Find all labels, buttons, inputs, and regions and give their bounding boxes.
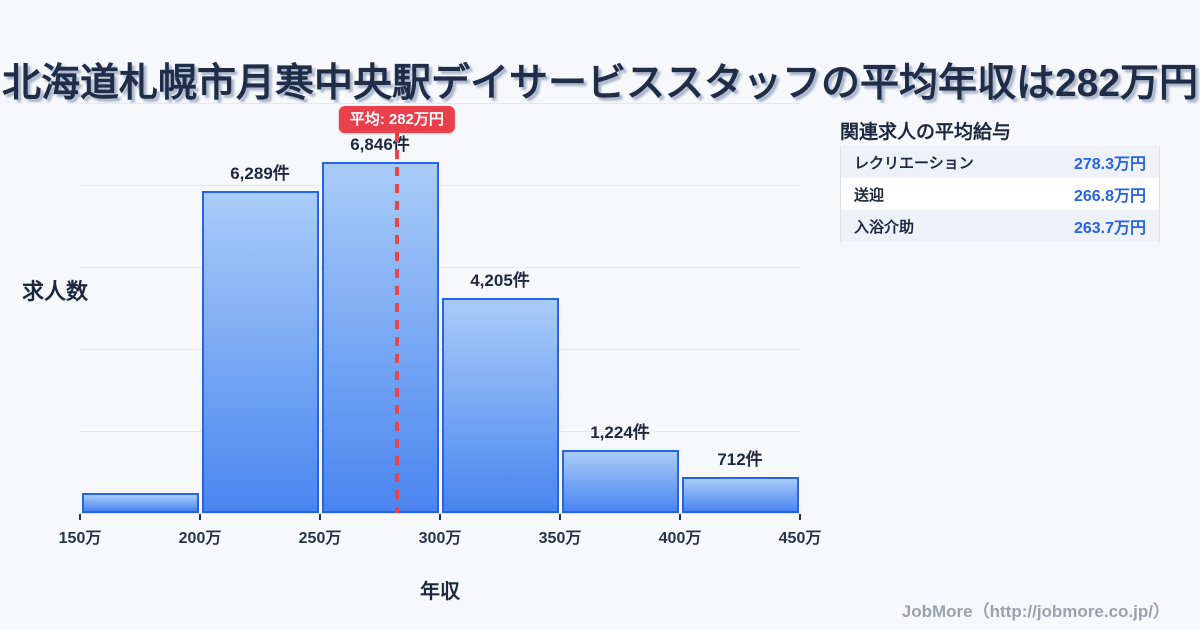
- axis-tick: [199, 514, 201, 520]
- axis-tick-label: 250万: [298, 530, 342, 547]
- bar-value-label: 712件: [717, 449, 763, 469]
- bar-value-label: 4,205件: [470, 270, 530, 290]
- axis-tick-label: 400万: [658, 530, 702, 547]
- x-axis-label: 年収: [420, 581, 460, 603]
- job-salary-value: 263.7万円: [1073, 220, 1146, 237]
- axis-tick: [559, 514, 561, 520]
- table-row: 入浴介助 263.7万円: [841, 210, 1159, 242]
- axis-tick: [319, 514, 321, 520]
- job-salary-value: 278.3万円: [1073, 156, 1146, 173]
- axis-tick: [679, 514, 681, 520]
- gridline: [80, 349, 800, 350]
- axis-tick-label: 450万: [778, 530, 822, 547]
- job-salary-value: 266.8万円: [1073, 188, 1146, 205]
- gridline: [80, 185, 800, 186]
- job-category-label: 入浴介助: [854, 218, 915, 236]
- axis-tick-label: 350万: [538, 530, 582, 547]
- table-row: 送迎 266.8万円: [841, 178, 1159, 210]
- credit-text: JobMore（http://jobmore.co.jp/）: [901, 602, 1170, 621]
- histogram-bar: [81, 492, 199, 513]
- mean-badge: 平均: 282万円: [338, 106, 455, 133]
- gridline: [80, 431, 800, 432]
- bar-value-label: 6,289件: [230, 163, 290, 183]
- x-axis-line: [80, 513, 800, 514]
- job-category-label: レクリエーション: [854, 154, 974, 172]
- histogram-bar: [201, 190, 319, 513]
- bar-value-label: 6,846件: [350, 135, 410, 155]
- axis-tick-label: 300万: [418, 530, 462, 547]
- gridline: [80, 267, 800, 268]
- page-title: 北海道札幌市月寒中央駅デイサービススタッフの平均年収は282万円: [1, 62, 1199, 106]
- axis-tick: [439, 514, 441, 520]
- table-row: レクリエーション 278.3万円: [841, 146, 1159, 178]
- axis-tick-label: 200万: [178, 530, 222, 547]
- related-jobs-table: レクリエーション 278.3万円送迎 266.8万円入浴介助 263.7万円: [840, 146, 1160, 242]
- axis-tick: [799, 514, 801, 520]
- histogram-bar: [681, 476, 799, 513]
- job-category-label: 送迎: [854, 186, 885, 204]
- y-axis-label: 求人数: [22, 279, 89, 304]
- histogram-bar: [441, 297, 559, 513]
- axis-tick: [79, 514, 81, 520]
- plot-area: 6,289件 6,846件 4,205件 1,224件 712件 150万 200万 250…: [59, 103, 821, 547]
- histogram-bar: [321, 162, 439, 513]
- mean-line: [394, 133, 399, 513]
- bar-value-label: 1,224件: [590, 423, 650, 443]
- axis-tick-label: 150万: [58, 530, 102, 547]
- histogram-bar: [561, 450, 679, 513]
- gridline: [80, 103, 800, 104]
- related-jobs-title: 関連求人の平均給与: [840, 121, 1012, 143]
